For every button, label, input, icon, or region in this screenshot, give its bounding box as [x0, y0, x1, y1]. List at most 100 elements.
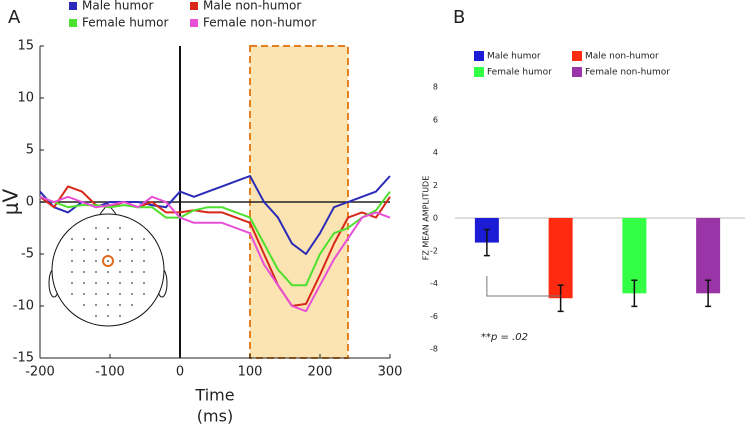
electrode: [131, 271, 133, 273]
y-axis-label: FZ MEAN AMPLITUDE: [422, 176, 431, 261]
electrode: [83, 249, 85, 251]
electrode: [83, 304, 85, 306]
panel-a: -15 -10 -5 0 5 10 15 -200 -100 0 100 200 300 Male hum…: [13, 0, 403, 380]
legend-label: Male non-humor: [203, 0, 301, 13]
y-tick-label: 5: [26, 143, 34, 158]
y-tick-label: -10: [13, 299, 34, 314]
y-tick-label: -6: [430, 312, 438, 321]
electrode: [119, 315, 121, 317]
legend-label: Male humor: [82, 0, 153, 13]
electrode: [71, 249, 73, 251]
x-tick-label: -200: [25, 365, 55, 380]
y-tick-label: -8: [430, 345, 438, 354]
electrode: [119, 271, 121, 273]
electrode: [131, 238, 133, 240]
electrode: [119, 304, 121, 306]
electrode: [119, 260, 121, 262]
error-bar: [483, 228, 490, 257]
electrode: [119, 227, 121, 229]
x-tick-label: 0: [176, 365, 184, 380]
y-tick-label: -2: [430, 246, 438, 255]
electrode: [131, 249, 133, 251]
electrode: [95, 271, 97, 273]
electrode: [131, 293, 133, 295]
electrode: [71, 238, 73, 240]
x-axis-label: (ms): [197, 407, 233, 426]
electrode: [71, 260, 73, 262]
electrode: [131, 282, 133, 284]
electrode: [107, 271, 109, 273]
electrode: [107, 282, 109, 284]
electrode: [143, 293, 145, 295]
electrode: [107, 304, 109, 306]
legend-swatch: [190, 19, 198, 27]
electrode: [107, 238, 109, 240]
electrode: [95, 238, 97, 240]
legend-swatch: [69, 19, 77, 27]
legend-swatch: [474, 67, 484, 77]
electrode: [107, 315, 109, 317]
electrode: [119, 249, 121, 251]
y-tick-label: 4: [433, 148, 438, 157]
nose: [99, 203, 117, 215]
electrode: [71, 282, 73, 284]
legend-label: Female humor: [82, 16, 168, 30]
legend-label: Female humor: [487, 68, 552, 78]
panel-label: A: [8, 7, 21, 28]
electrode: [95, 304, 97, 306]
electrode: [119, 238, 121, 240]
x-tick-label: -100: [95, 365, 125, 380]
electrode: [107, 293, 109, 295]
head-inset: [48, 203, 168, 327]
electrode: [83, 260, 85, 262]
electrode: [95, 260, 97, 262]
x-axis-label: Time: [194, 386, 234, 405]
electrode: [83, 271, 85, 273]
electrode: [95, 249, 97, 251]
error-bar: [631, 279, 638, 308]
series-line: [39, 195, 391, 313]
series-line: [39, 191, 391, 287]
y-tick-label: 10: [17, 91, 34, 106]
legend-swatch: [572, 67, 582, 77]
y-tick-label: 0: [26, 195, 34, 210]
error-bar: [705, 279, 712, 308]
y-tick-label: 0: [433, 214, 438, 223]
error-bar: [557, 284, 564, 313]
y-tick-label: 6: [433, 115, 438, 124]
legend-label: Female non-humor: [203, 16, 316, 30]
electrode: [143, 260, 145, 262]
electrode: [131, 304, 133, 306]
x-tick-label: 300: [378, 365, 403, 380]
electrode: [71, 293, 73, 295]
panel-label: B: [453, 7, 465, 28]
annotation: **p = .02: [481, 332, 528, 343]
y-tick-label: 2: [433, 181, 438, 190]
electrode: [143, 238, 145, 240]
electrode: [143, 249, 145, 251]
electrode: [143, 271, 145, 273]
electrode: [119, 282, 121, 284]
electrode: [119, 293, 121, 295]
electrode: [143, 282, 145, 284]
electrode: [83, 238, 85, 240]
y-tick-label: 15: [17, 39, 34, 54]
x-tick-label: 200: [308, 365, 333, 380]
legend-swatch: [190, 2, 198, 10]
electrode-highlight: [102, 255, 114, 267]
legend-swatch: [69, 2, 77, 10]
legend-label: Male humor: [487, 52, 541, 62]
y-tick-label: 8: [433, 83, 438, 92]
legend-label: Male non-humor: [585, 52, 659, 62]
significance-bracket: [486, 276, 561, 297]
y-tick-label: -15: [13, 351, 34, 366]
head: [51, 213, 165, 327]
electrode: [83, 293, 85, 295]
electrode: [95, 293, 97, 295]
x-tick-label: 100: [238, 365, 263, 380]
electrode: [107, 249, 109, 251]
electrode: [95, 227, 97, 229]
electrode: [107, 227, 109, 229]
y-tick-label: -5: [21, 247, 34, 262]
